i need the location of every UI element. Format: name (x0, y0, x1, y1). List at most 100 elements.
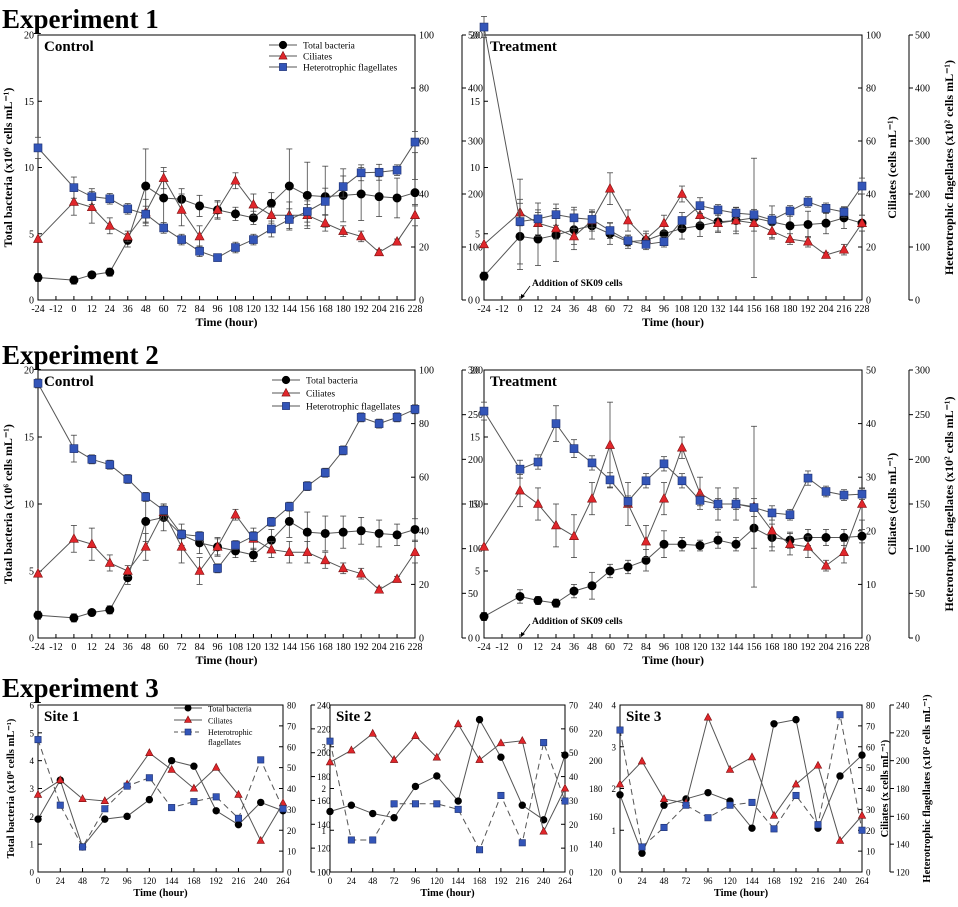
x-tick-label: 264 (855, 876, 869, 886)
bacteria-point (479, 612, 489, 622)
ciliates-point (432, 752, 442, 761)
hf-point (234, 814, 242, 822)
hf-point (195, 246, 204, 256)
bacteria-point (479, 271, 489, 281)
ciliates-point (338, 562, 349, 573)
hf-point (677, 476, 687, 486)
panel-1: 0 5 10 15 20 -24 -12 0 12 24 36 48 60 72 84 96 108 120 132… (1, 31, 483, 330)
panel-4: 0 5 10 15 20 -24 -12 0 12 24 36 48 60 72 84 96 108 120 132… (470, 366, 956, 668)
bacteria-point (302, 527, 312, 537)
x-tick-label: 48 (587, 642, 597, 653)
ciliates-point (230, 175, 241, 185)
bacteria-point (518, 801, 526, 809)
x-tick-label: 120 (246, 304, 261, 315)
x-tick-label: 60 (605, 304, 615, 315)
hf-point (410, 137, 420, 147)
ciliates-point (56, 775, 65, 784)
x-axis-label: Time (hour) (714, 888, 769, 899)
y2-tick-label: 80 (866, 701, 876, 711)
ciliates-point (356, 568, 367, 578)
hf-point (267, 224, 276, 234)
panel-title: Treatment (490, 374, 557, 390)
y3-tick-label: 220 (589, 728, 603, 738)
ciliates-point (104, 557, 115, 567)
ciliates-point (533, 498, 543, 508)
hf-point (338, 182, 348, 191)
x-tick-label: 144 (745, 876, 759, 886)
hf-point (356, 413, 366, 422)
y2-tick-label: 60 (866, 742, 876, 752)
ciliates-point (767, 525, 777, 535)
x-tick-label: 228 (855, 304, 870, 315)
ciliates-point (551, 222, 561, 233)
hf-point (605, 475, 615, 485)
x-tick-label: 0 (518, 304, 523, 315)
hf-point (249, 235, 258, 244)
y2-tick-label: 60 (419, 137, 429, 148)
y3-tick-label: 160 (896, 812, 910, 822)
ciliates-point (479, 541, 489, 551)
ciliates-point (212, 204, 223, 214)
x-tick-label: 240 (833, 876, 847, 886)
y-tick-label: 4 (612, 701, 617, 711)
legend-label: Ciliates (303, 53, 332, 63)
bacteria-point (326, 807, 334, 816)
ciliates-point (605, 183, 615, 193)
y2-tick-label: 10 (866, 580, 876, 591)
hf-point (123, 204, 133, 214)
bacteria-point (587, 581, 597, 591)
ciliates-point (284, 546, 295, 557)
x-tick-label: 60 (605, 642, 615, 653)
x-tick-label: 156 (300, 304, 315, 315)
y3-tick-label: 100 (915, 243, 930, 254)
y-tick-label: 15 (24, 433, 34, 444)
hf-point (641, 240, 651, 249)
x-tick-label: 156 (747, 642, 762, 653)
x-tick-label: 72 (682, 876, 691, 886)
bacteria-point (167, 756, 176, 765)
ciliates-point (374, 584, 385, 594)
x-tick-label: 168 (473, 876, 487, 886)
x-tick-label: 84 (641, 642, 651, 653)
x-tick-label: 144 (165, 876, 179, 886)
hf-point (821, 487, 831, 496)
bacteria-point (677, 539, 687, 549)
hf-point (803, 473, 813, 483)
hf-point (141, 492, 151, 502)
bacteria-point (281, 375, 291, 385)
x-tick-label: 24 (551, 304, 561, 315)
x-tick-label: 192 (354, 642, 369, 653)
hf-point (726, 801, 734, 809)
hf-point (476, 846, 484, 854)
x-tick-label: 240 (537, 876, 551, 886)
y-tick-label: 0 (475, 634, 480, 645)
y3-axis-label: Heterotrophic flagellates (x10² cells mL… (942, 60, 956, 275)
bacteria-point (475, 715, 484, 724)
ciliates-point (158, 172, 169, 182)
y3-tick-label: 300 (915, 137, 930, 148)
bacteria-point (369, 809, 377, 818)
ciliates-point (86, 201, 97, 212)
y2-tick-label: 10 (287, 847, 297, 857)
x-tick-label: 0 (36, 876, 41, 886)
bacteria-point (836, 772, 844, 780)
ciliates-point (410, 209, 420, 219)
bacteria-point (257, 798, 265, 807)
ciliates-point (677, 442, 687, 452)
ciliates-point (803, 541, 813, 551)
hf-point (857, 181, 867, 191)
y3-tick-label: 0 (915, 634, 920, 645)
ciliates-point (278, 50, 288, 60)
y2-tick-label: 20 (419, 243, 429, 254)
hf-point (56, 801, 64, 809)
x-tick-label: 36 (569, 304, 579, 315)
x-tick-label: 120 (246, 642, 261, 653)
hf-point (87, 455, 97, 464)
x-tick-label: 156 (747, 304, 762, 315)
ciliates-point (839, 244, 849, 254)
y2-tick-label: 60 (287, 742, 297, 752)
y-tick-label: 10 (470, 500, 480, 511)
ciliates-point (725, 764, 735, 773)
x-tick-label: 12 (533, 304, 543, 315)
panel-2: 0 5 10 15 20 -24 -12 0 12 24 36 48 60 72 84 96 108 120 132… (470, 16, 956, 329)
